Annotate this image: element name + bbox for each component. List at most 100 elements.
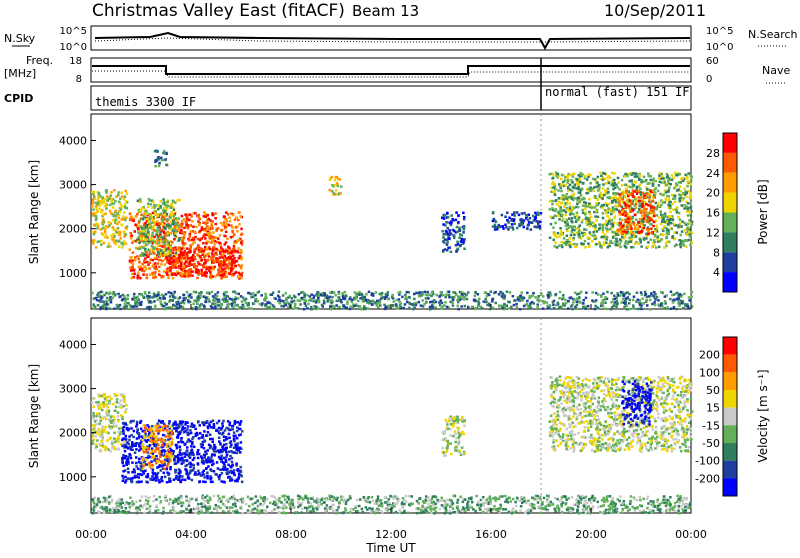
power-echo-cell: [443, 304, 446, 307]
power-echo-cell: [632, 209, 635, 212]
power-echo-cell: [691, 176, 694, 179]
power-echo-cell: [217, 260, 220, 263]
power-echo-cell: [604, 209, 607, 212]
power-echo-cell: [565, 211, 568, 214]
power-echo-cell: [137, 200, 140, 203]
velocity-echo-cell: [151, 475, 154, 478]
power-echo-cell: [560, 183, 563, 186]
power-echo-cell: [498, 304, 501, 307]
power-echo-cell: [163, 207, 166, 210]
power-echo-cell: [574, 292, 577, 295]
power-echo-cell: [634, 226, 637, 229]
power-echo-cell: [189, 247, 192, 250]
power-echo-cell: [639, 239, 642, 242]
power-echo-cell: [650, 190, 653, 193]
power-echo-cell: [678, 212, 681, 215]
power-echo-cell: [444, 301, 447, 304]
power-echo-cell: [232, 291, 235, 294]
power-echo-cell: [112, 297, 115, 300]
power-echo-cell: [123, 198, 126, 201]
power-echo-cell: [630, 228, 633, 231]
power-echo-cell: [349, 305, 352, 308]
power-echo-cell: [653, 221, 656, 224]
power-echo-cell: [200, 303, 203, 306]
power-echo-cell: [658, 184, 661, 187]
power-echo-cell: [606, 196, 609, 199]
power-echo-cell: [231, 226, 234, 229]
power-echo-cell: [556, 236, 559, 239]
power-echo-cell: [196, 277, 199, 280]
power-echo-cell: [335, 189, 338, 192]
power-echo-cell: [189, 213, 192, 216]
power-echo-cell: [200, 269, 203, 272]
power-echo-cell: [198, 263, 201, 266]
power-echo-cell: [573, 207, 576, 210]
power-echo-cell: [125, 200, 128, 203]
power-echo-cell: [212, 295, 215, 298]
power-echo-cell: [164, 308, 167, 311]
power-echo-cell: [680, 190, 683, 193]
power-echo-cell: [584, 213, 587, 216]
power-echo-cell: [550, 294, 553, 297]
velocity-echo-cell: [128, 439, 131, 442]
power-echo-cell: [573, 234, 576, 237]
power-echo-cell: [146, 274, 149, 277]
power-echo-cell: [553, 233, 556, 236]
power-echo-cell: [158, 222, 161, 225]
power-echo-cell: [471, 306, 474, 309]
power-echo-cell: [131, 242, 134, 245]
power-echo-cell: [221, 256, 224, 259]
power-echo-cell: [624, 303, 627, 306]
power-echo-cell: [182, 306, 185, 309]
power-echo-cell: [137, 248, 140, 251]
power-echo-cell: [194, 231, 197, 234]
power-echo-cell: [558, 215, 561, 218]
power-echo-cell: [188, 268, 191, 271]
power-echo-cell: [453, 230, 456, 233]
power-echo-cell: [95, 219, 98, 222]
velocity-echo-cell: [139, 422, 142, 425]
velocity-echo-cell: [99, 435, 102, 438]
power-echo-cell: [336, 182, 339, 185]
power-echo-cell: [166, 273, 169, 276]
power-echo-cell: [443, 217, 446, 220]
power-echo-cell: [198, 224, 201, 227]
power-echo-cell: [277, 295, 280, 298]
nsearch-label: N.Search: [748, 28, 798, 41]
power-echo-cell: [656, 214, 659, 217]
power-echo-cell: [314, 307, 317, 310]
power-echo-cell: [610, 301, 613, 304]
power-echo-cell: [433, 299, 436, 302]
power-echo-cell: [294, 305, 297, 308]
power-echo-cell: [626, 198, 629, 201]
power-echo-cell: [446, 212, 449, 215]
power-echo-cell: [677, 216, 680, 219]
velocity-echo-cell: [112, 403, 115, 406]
power-echo-cell: [608, 218, 611, 221]
power-echo-cell: [212, 249, 215, 252]
power-echo-cell: [219, 261, 222, 264]
power-echo-cell: [554, 245, 557, 248]
power-echo-cell: [645, 237, 648, 240]
power-echo-cell: [681, 230, 684, 233]
power-echo-cell: [210, 267, 213, 270]
power-echo-cell: [354, 298, 357, 301]
power-echo-cell: [346, 301, 349, 304]
power-echo-cell: [678, 301, 681, 304]
power-echo-cell: [645, 293, 648, 296]
power-echo-cell: [176, 227, 179, 230]
power-echo-cell: [152, 219, 155, 222]
power-echo-cell: [592, 234, 595, 237]
power-echo-cell: [440, 291, 443, 294]
power-echo-cell: [133, 273, 136, 276]
power-echo-cell: [607, 246, 610, 249]
power-echo-cell: [345, 295, 348, 298]
power-echo-cell: [187, 227, 190, 230]
power-echo-cell: [193, 299, 196, 302]
power-echo-cell: [161, 220, 164, 223]
power-echo-cell: [615, 197, 618, 200]
power-echo-cell: [125, 217, 128, 220]
power-echo-cell: [154, 257, 157, 260]
power-echo-cell: [160, 200, 163, 203]
power-echo-cell: [672, 301, 675, 304]
